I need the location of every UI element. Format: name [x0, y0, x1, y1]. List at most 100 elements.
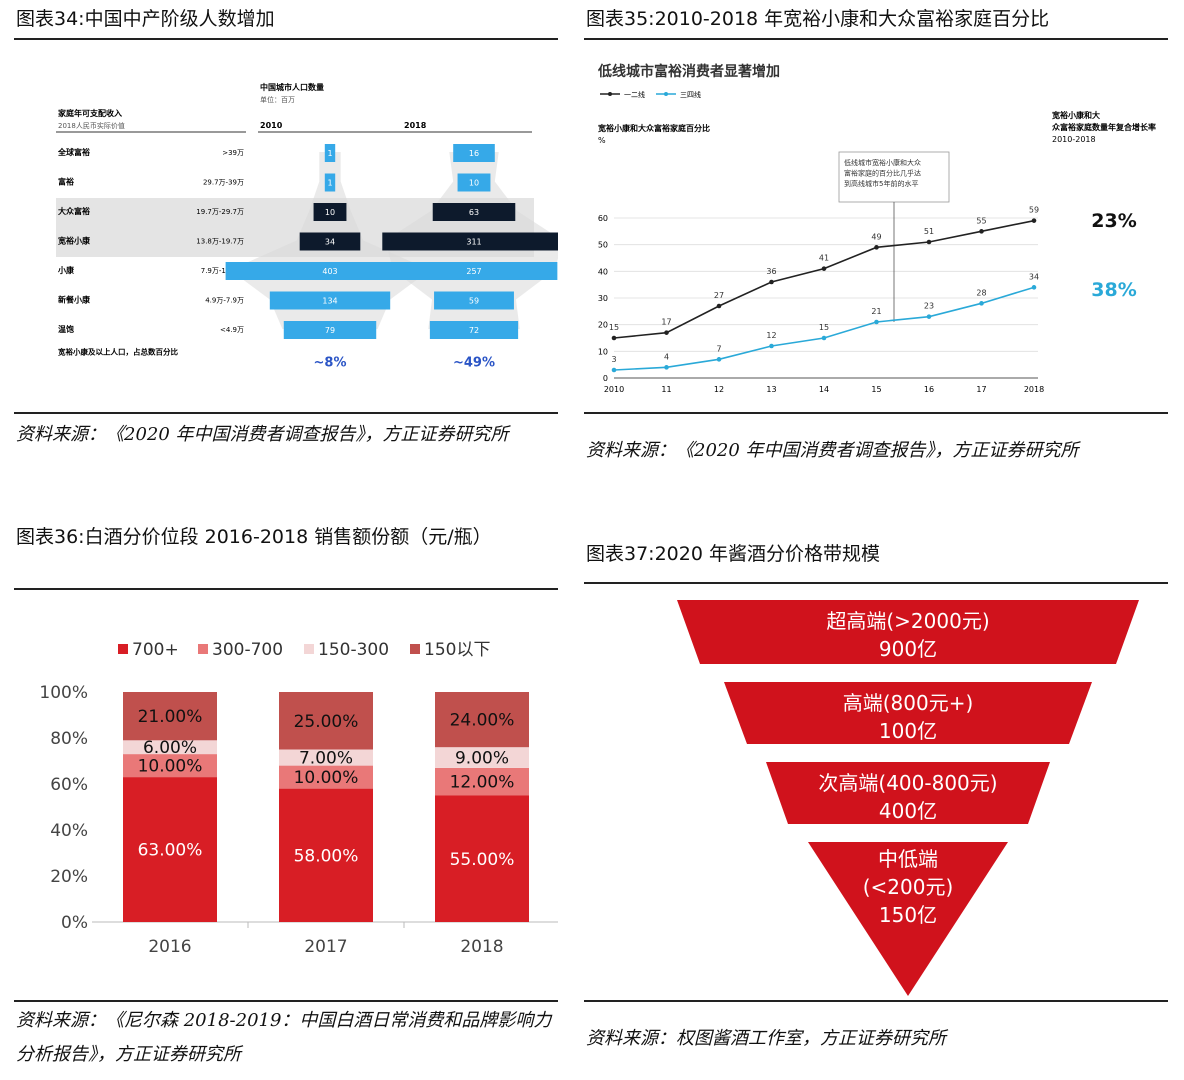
series-point-0: [926, 239, 932, 245]
share-2010: ~8%: [314, 356, 347, 371]
x-tick-label: 2016: [148, 937, 191, 957]
series-point-1: [979, 301, 984, 306]
legend-label: 三四线: [680, 90, 701, 99]
row-name: 全球富裕: [57, 147, 90, 157]
bar-label: 63.00%: [138, 841, 203, 861]
data-label-1: 12: [766, 331, 776, 340]
data-label-0: 36: [766, 267, 776, 276]
data-label-1: 21: [871, 307, 881, 316]
legend-label: 300-700: [212, 640, 283, 660]
bar-segment: [279, 765, 373, 789]
bar-label: 10.00%: [294, 768, 359, 788]
bar-segment: [435, 767, 529, 796]
bar-v2010: [324, 144, 336, 162]
y-tick-label: 80%: [50, 729, 88, 749]
year-2018-header: 2018: [404, 121, 427, 130]
row-range: >39万: [222, 149, 244, 157]
x-tick-label: 17: [976, 385, 986, 394]
y-tick-label: 0%: [61, 913, 88, 933]
series-point-0: [611, 335, 617, 341]
data-label-0: 41: [819, 254, 829, 263]
data-label-1: 3: [611, 355, 616, 364]
bar-segment: [123, 740, 217, 755]
bar-v2018: [434, 291, 514, 310]
data-label-0: 27: [714, 291, 724, 300]
chart36-figure: 700+ 300-700 150-300 150以下 0% 20% 40% 60% 80% 100…: [39, 640, 558, 957]
x-tick-label: 13: [766, 385, 776, 394]
y-tick-label: 10: [598, 347, 608, 356]
series-point-0: [821, 266, 827, 271]
legend-label: 700+: [132, 640, 179, 660]
bar-label: 10.00%: [138, 757, 203, 777]
bar-label: 58.00%: [294, 846, 359, 866]
data-label-1: 15: [819, 323, 829, 332]
series-point-1: [874, 319, 879, 325]
bar-label-v2010: 1: [327, 179, 332, 188]
series-point-1: [926, 314, 932, 319]
data-label-1: 4: [664, 352, 669, 361]
y-tick-label: 100%: [39, 683, 88, 703]
bar-v2010: [324, 173, 336, 192]
row-name: 小康: [57, 265, 75, 275]
data-label-1: 7: [716, 344, 721, 353]
bar-segment: [123, 777, 217, 922]
bar-label: 12.00%: [450, 773, 515, 793]
tier-label: 次高端(400-800元): [818, 771, 997, 795]
bar-label-v2018: 311: [466, 238, 481, 247]
bar-label-v2010: 34: [325, 238, 335, 247]
data-label-0: 51: [924, 227, 934, 236]
funnel-tier-0: [677, 600, 1139, 664]
bar-label-v2018: 10: [469, 179, 479, 188]
population-header: 中国城市人口数量: [260, 82, 324, 92]
x-tick-label: 2017: [304, 937, 347, 957]
chart36-top-rule: [14, 588, 558, 590]
bar-segment: [279, 749, 373, 766]
bar-label: 7.00%: [299, 749, 353, 769]
bar-v2010: [299, 232, 361, 251]
income-subheader: 2018人民币实际价值: [58, 121, 125, 130]
chart36-bottom-rule: [14, 1000, 558, 1002]
y-tick-label: 40%: [50, 821, 88, 841]
chart34-bottom-rule: [14, 412, 558, 414]
x-tick-label: 2018: [1024, 385, 1044, 394]
tier-label: 超高端(>2000元): [826, 609, 989, 633]
bar-v2010: [225, 262, 435, 280]
chart35-title: 图表35:2010-2018 年宽裕小康和大众富裕家庭百分比: [586, 8, 1050, 30]
x-tick-label: 14: [819, 385, 829, 394]
legend-marker: [608, 92, 612, 96]
bar-v2018: [382, 232, 558, 251]
y-tick-label: 0: [603, 374, 608, 383]
chart37-top-rule: [584, 582, 1168, 584]
legend-swatch: [198, 644, 208, 654]
tier-sublabel: (<200元): [863, 875, 954, 899]
population-unit: 单位：百万: [260, 95, 295, 104]
chart35-source: 资料来源：《2020 年中国消费者调查报告》，方正证券研究所: [586, 440, 1079, 461]
chart35-bottom-rule: [584, 412, 1168, 414]
row-name: 宽裕小康: [57, 236, 91, 246]
data-label-0: 59: [1029, 206, 1039, 215]
x-tick-label: 2010: [604, 385, 624, 394]
bar-segment: [123, 754, 217, 778]
bar-v2018: [390, 262, 558, 280]
series-point-1: [769, 343, 774, 349]
chart35-subtitle: 低线城市富裕消费者显著增加: [597, 63, 780, 80]
bar-label: 21.00%: [138, 707, 203, 727]
chart37-source: 资料来源：权图酱酒工作室，方正证券研究所: [586, 1028, 946, 1049]
x-tick-label: 16: [924, 385, 934, 394]
legend-swatch: [304, 644, 314, 654]
data-label-1: 28: [976, 288, 986, 297]
chart37-title: 图表37:2020 年酱酒分价格带规模: [586, 543, 880, 565]
y-tick-label: 60%: [50, 775, 88, 795]
series-point-0: [769, 279, 774, 285]
share-label: 宽裕小康及以上人口，占总数百分比: [58, 347, 178, 357]
cagr-value-1: 38%: [1091, 279, 1136, 301]
tier-value: 400亿: [879, 799, 937, 823]
chart34-title: 图表34:中国中产阶级人数增加: [16, 8, 275, 30]
chart34-top-rule: [14, 38, 558, 40]
row-name: 新餐小康: [58, 295, 91, 305]
year-2010-header: 2010: [260, 121, 283, 130]
bar-v2018: [429, 321, 519, 339]
row-range: 19.7万-29.7万: [196, 208, 244, 216]
